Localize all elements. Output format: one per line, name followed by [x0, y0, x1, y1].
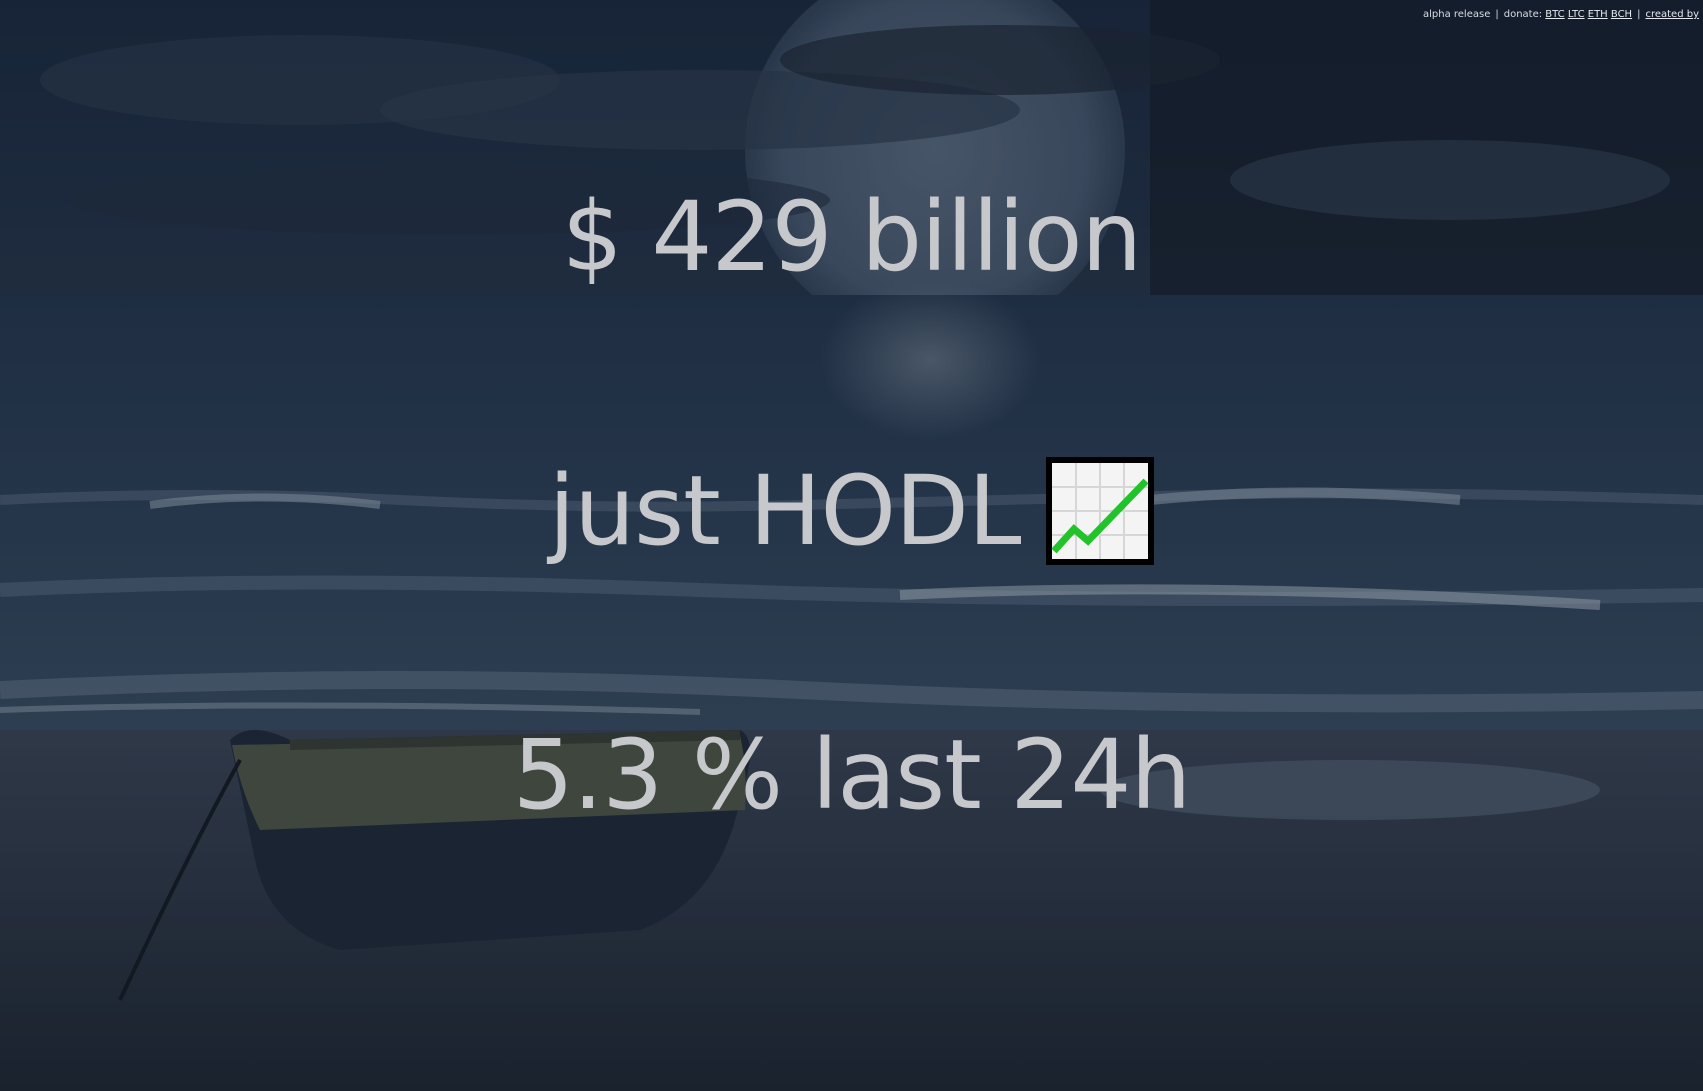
slogan-headline: just HODL	[0, 452, 1703, 570]
slogan-text: just HODL	[548, 455, 1022, 567]
release-label: alpha release	[1422, 9, 1491, 20]
market-cap-headline: $ 429 billion	[561, 181, 1143, 293]
donate-bch-link[interactable]: BCH	[1610, 9, 1633, 20]
chart-increasing-icon	[1046, 457, 1155, 565]
top-info-bar: alpha release | donate: BTC LTC ETH BCH | cr…	[1423, 9, 1699, 20]
donate-btc-link[interactable]: BTC	[1545, 9, 1565, 20]
created-by-link[interactable]: created by	[1645, 9, 1699, 20]
donate-ltc-link[interactable]: LTC	[1567, 9, 1585, 20]
separator: |	[1495, 9, 1499, 20]
donate-eth-link[interactable]: ETH	[1587, 9, 1608, 20]
change-24h-headline: 5.3 % last 24h	[512, 719, 1192, 831]
separator: |	[1637, 9, 1641, 20]
donate-label: donate:	[1503, 9, 1543, 20]
